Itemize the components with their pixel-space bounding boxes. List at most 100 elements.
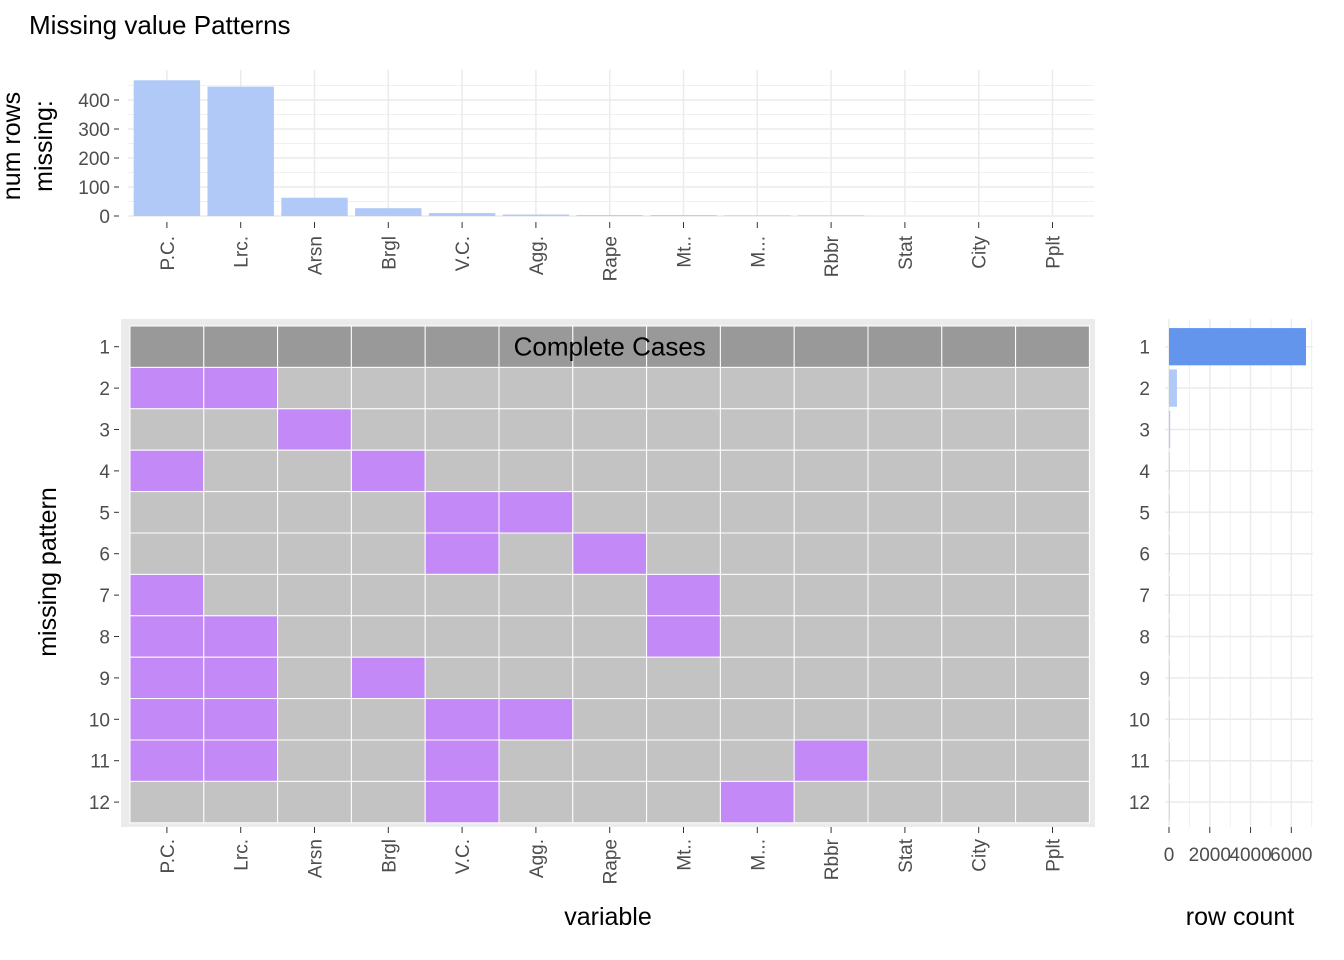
heatmap-cell-r12-c7 — [572, 780, 648, 824]
top-ytick-label: 200 — [78, 149, 110, 170]
heatmap-cell-r4-c12 — [941, 449, 1017, 493]
heatmap-cell-r1-c11 — [867, 325, 943, 368]
heatmap-cell-r11-c3 — [277, 739, 352, 782]
top-ylabel-line2: missing: — [30, 100, 58, 192]
top-bar-Rbbr — [797, 215, 865, 216]
heatmap-cell-r1-c3 — [277, 325, 352, 368]
heatmap-cell-r4-c10 — [793, 449, 869, 493]
heatmap-cell-r10-c13 — [1015, 698, 1090, 741]
heatmap-cell-r5-c1 — [129, 491, 205, 534]
heatmap-cell-r1-c5 — [424, 325, 500, 368]
heatmap-cell-r10-c12 — [941, 698, 1017, 741]
heatmap-col-label: Arsn — [306, 839, 327, 878]
heatmap-cell-r3-c8 — [646, 408, 721, 451]
top-ytick-label: 100 — [78, 178, 110, 199]
heatmap-cell-r6-c6 — [498, 532, 574, 575]
heatmap-cell-r11-c12 — [941, 739, 1017, 782]
heatmap-cell-r5-c12 — [941, 491, 1017, 534]
heatmap-cell-r7-c8-missing — [646, 573, 721, 617]
top-xtick-label: Mt.. — [675, 236, 696, 268]
heatmap-cell-r1-c12 — [941, 325, 1017, 368]
heatmap-cell-r11-c8 — [646, 739, 721, 782]
heatmap-cell-r5-c5-missing — [424, 491, 500, 534]
heatmap-cell-r7-c12 — [941, 573, 1017, 617]
heatmap-cell-r4-c13 — [1015, 449, 1090, 493]
right-bar-row-10 — [1169, 700, 1170, 738]
top-bar-VC — [428, 213, 496, 216]
top-bar-Brgl — [355, 208, 422, 216]
heatmap-cell-r4-c3 — [277, 449, 352, 493]
heatmap-cell-r12-c11 — [867, 780, 943, 824]
heatmap-cell-r10-c1-missing — [129, 698, 205, 741]
heatmap-cell-r8-c6 — [498, 615, 574, 658]
heatmap-cell-r10-c4 — [350, 698, 426, 741]
right-xlabel: row count — [1186, 903, 1294, 931]
heatmap-col-label: City — [970, 839, 991, 872]
heatmap-col-label: Rbbr — [822, 838, 843, 880]
top-ylabel-line1: num rows — [0, 92, 26, 200]
heatmap-cell-r3-c5 — [424, 408, 500, 451]
heatmap-cell-r2-c10 — [793, 366, 869, 410]
heatmap-cell-r7-c1-missing — [129, 573, 205, 617]
heatmap-col-label: V.C. — [453, 839, 474, 874]
top-bar-PC — [133, 80, 201, 216]
right-row-label: 8 — [1139, 628, 1150, 649]
top-bar-Mt — [650, 215, 717, 216]
heatmap-cell-r8-c12 — [941, 615, 1017, 658]
heatmap-cell-r9-c5 — [424, 656, 500, 700]
heatmap-cell-r2-c3 — [277, 366, 352, 410]
heatmap-cell-r3-c9 — [719, 408, 795, 451]
top-xtick-label: Lrc. — [232, 236, 253, 268]
heatmap-cell-r6-c4 — [350, 532, 426, 575]
heatmap-cell-r1-c9 — [719, 325, 795, 368]
right-row-label: 1 — [1139, 338, 1150, 359]
right-row-label: 2 — [1139, 379, 1150, 400]
right-row-label: 9 — [1139, 669, 1150, 690]
heatmap-cell-r12-c4 — [350, 780, 426, 824]
heatmap-cell-r11-c5-missing — [424, 739, 500, 782]
heatmap-cell-r9-c4-missing — [350, 656, 426, 700]
right-bar-row-6 — [1169, 535, 1170, 573]
heatmap-cell-r11-c13 — [1015, 739, 1090, 782]
right-bar-row-8 — [1169, 617, 1170, 656]
top-bar-Lrc — [207, 86, 274, 216]
heatmap-cell-r12-c3 — [277, 780, 352, 824]
heatmap-cell-r2-c7 — [572, 366, 648, 410]
right-row-label: 5 — [1139, 503, 1150, 524]
heatmap-cell-r1-c8 — [646, 325, 721, 368]
right-row-label: 7 — [1139, 586, 1150, 607]
heatmap-row-label: 3 — [99, 421, 110, 442]
heatmap-row-label: 9 — [99, 669, 110, 690]
heatmap-cell-r9-c13 — [1015, 656, 1090, 700]
heatmap-cell-r2-c9 — [719, 366, 795, 410]
top-ytick-label: 400 — [78, 91, 110, 112]
heatmap-cell-r9-c11 — [867, 656, 943, 700]
top-xtick-label: P.C. — [158, 236, 179, 271]
heatmap-cell-r8-c4 — [350, 615, 426, 658]
right-bar-row-3 — [1169, 410, 1171, 449]
heatmap-cell-r10-c10 — [793, 698, 869, 741]
heatmap-cell-r12-c8 — [646, 780, 721, 824]
heatmap-cell-r9-c9 — [719, 656, 795, 700]
heatmap-cell-r6-c9 — [719, 532, 795, 575]
right-row-label: 3 — [1139, 421, 1150, 442]
heatmap-col-label: Lrc. — [232, 839, 253, 871]
heatmap-cell-r6-c13 — [1015, 532, 1090, 575]
top-ytick-label: 0 — [99, 207, 110, 228]
heatmap-cell-r4-c8 — [646, 449, 721, 493]
heatmap-col-label: Pplt — [1044, 838, 1065, 871]
heatmap-cell-r8-c2-missing — [203, 615, 279, 658]
right-row-label: 6 — [1139, 545, 1150, 566]
top-bar-M — [724, 215, 791, 216]
top-bar-panel: 0 100 200 300 400 P.C. Lrc. Arsn Brgl V.C. Agg. Rap… — [0, 70, 1094, 281]
heatmap-cell-r9-c8 — [646, 656, 721, 700]
right-row-label: 12 — [1129, 793, 1150, 814]
heatmap-row-label: 10 — [89, 710, 110, 731]
heatmap-cell-r9-c2-missing — [203, 656, 279, 700]
heatmap-cell-r10-c5-missing — [424, 698, 500, 741]
heatmap-cell-r7-c11 — [867, 573, 943, 617]
top-xtick-label: City — [970, 236, 991, 269]
top-xtick-label: Rape — [601, 236, 622, 281]
heatmap-cell-r7-c2 — [203, 573, 279, 617]
right-bar-row-11 — [1169, 742, 1170, 780]
